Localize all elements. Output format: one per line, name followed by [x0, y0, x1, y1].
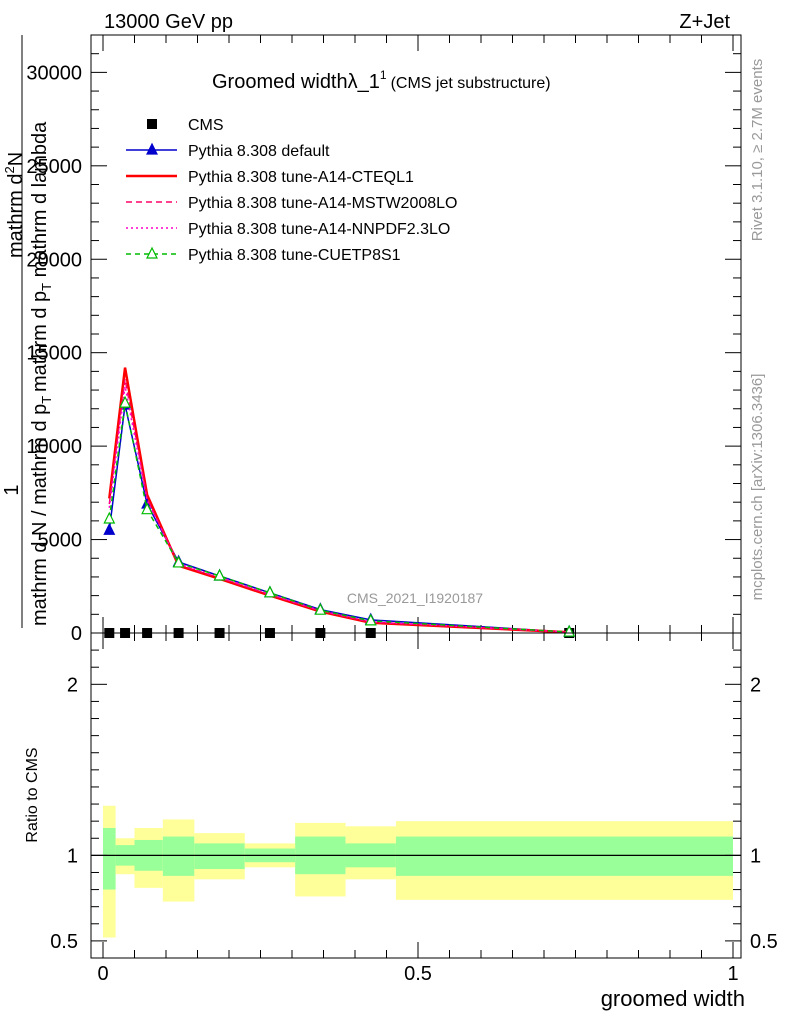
main-panel: 0 5000 10000 15000 20000 25000 30000 Groomed w… — [1, 34, 742, 645]
series-line-a14_mstw — [108, 378, 570, 634]
ratio-band-inner — [395, 836, 733, 876]
series-default — [103, 397, 576, 637]
title-lambda: λ_1 — [348, 71, 380, 93]
legend-item-cms: CMS — [147, 117, 224, 134]
x-axis-label: groomed width — [601, 986, 745, 1011]
ratio-y-tick-label-right: 1 — [750, 845, 761, 867]
header-right: Z+Jet — [679, 11, 730, 33]
ylabel-bottom: mathrm d N / mathrm d pT — [29, 396, 54, 626]
title-main: Groomed width — [212, 71, 348, 93]
legend: CMS Pythia 8.308 default Pythia 8.308 tune… — [126, 117, 457, 264]
ylabel-top: mathrm d2N — [2, 152, 27, 258]
legend-label: Pythia 8.308 default — [188, 143, 330, 160]
ylabel-bottom-text: mathrm d N / mathrm d p — [29, 404, 51, 626]
ratio-y-label: Ratio to CMS — [24, 747, 41, 842]
legend-label: Pythia 8.308 tune-A14-MSTW2008LO — [188, 195, 457, 212]
ratio-tick-labels: 0.5 0.5 1 1 2 2 0 0.5 1 — [50, 674, 778, 985]
series-a14_mstw — [108, 378, 570, 634]
main-y-tick-label: 25000 — [26, 156, 82, 178]
legend-marker — [146, 142, 158, 155]
mcplots-label: mcplots.cern.ch [arXiv:1306.3436] — [749, 374, 766, 601]
ratio-y-tick-label-right: 0.5 — [750, 931, 778, 953]
series-marker-cuetp8s1 — [364, 613, 377, 626]
ratio-y-tick-label: 2 — [67, 674, 78, 696]
rivet-label: Rivet 3.1.10, ≥ 2.7M events — [749, 59, 766, 242]
series-marker-cuetp8s1 — [141, 502, 154, 515]
ratio-y-tick-label: 0.5 — [50, 931, 78, 953]
main-y-tick-label: 5000 — [38, 530, 83, 552]
series-a14_nnpdf — [108, 386, 570, 633]
ylabel-top-b: N — [5, 152, 27, 166]
ratio-frame — [90, 632, 742, 959]
ylabel-top-sup: 2 — [2, 166, 17, 173]
series-cuetp8s1 — [103, 395, 576, 637]
series-line-a14_nnpdf — [108, 386, 570, 633]
main-series — [103, 367, 576, 638]
legend-item-a14_nnpdf: Pythia 8.308 tune-A14-NNPDF2.3LO — [126, 221, 450, 238]
x-tick-label: 0 — [97, 963, 108, 985]
main-y-tick-label: 10000 — [26, 436, 82, 458]
header-left: 13000 GeV pp — [104, 11, 233, 33]
main-y-tick-label: 30000 — [26, 62, 82, 84]
series-line-a14_cteql1 — [108, 367, 570, 634]
main-y-tick-labels: 0 5000 10000 15000 20000 25000 30000 — [26, 62, 82, 645]
chart-title: Groomed widthλ_11 (CMS jet substructure) — [212, 68, 551, 93]
main-y-label: 1 mathrm d N / mathrm d pT mathrm d2N ma… — [1, 35, 54, 628]
ylabel-mid: mathrm d pT mathrm d lambda — [29, 121, 54, 392]
series-marker-cuetp8s1 — [213, 568, 226, 581]
series-line-cuetp8s1 — [108, 402, 570, 633]
ratio-band-inner — [194, 843, 245, 870]
ratio-band-inner — [162, 836, 195, 876]
series-marker-cuetp8s1 — [172, 555, 185, 568]
ratio-y-tick-label: 1 — [67, 845, 78, 867]
legend-item-cuetp8s1: Pythia 8.308 tune-CUETP8S1 — [126, 246, 401, 264]
ylabel-mid-b: mathrm d lambda — [29, 121, 51, 283]
legend-label: Pythia 8.308 tune-CUETP8S1 — [188, 247, 401, 264]
main-y-tick-label: 15000 — [26, 343, 82, 365]
legend-item-a14_mstw: Pythia 8.308 tune-A14-MSTW2008LO — [126, 195, 457, 212]
ratio-ticks — [91, 633, 741, 958]
ylabel-mid-a: mathrm d p — [29, 291, 51, 392]
main-ticks — [91, 35, 741, 634]
legend-item-a14_cteql1: Pythia 8.308 tune-A14-CTEQL1 — [126, 169, 414, 186]
legend-item-default: Pythia 8.308 default — [126, 142, 330, 160]
ylabel-bottom-sub: T — [39, 396, 54, 404]
series-marker-cuetp8s1 — [103, 511, 116, 524]
main-y-tick-label: 20000 — [26, 249, 82, 271]
ylabel-mid-sub: T — [39, 283, 54, 291]
legend-label: Pythia 8.308 tune-A14-CTEQL1 — [188, 169, 414, 186]
ratio-y-tick-label-right: 2 — [750, 674, 761, 696]
ratio-bands — [91, 805, 741, 938]
series-marker-cuetp8s1 — [263, 585, 276, 598]
main-y-tick-label: 0 — [71, 623, 82, 645]
x-tick-label: 0.5 — [404, 963, 432, 985]
legend-label: Pythia 8.308 tune-A14-NNPDF2.3LO — [188, 221, 450, 238]
series-marker-cuetp8s1 — [119, 395, 132, 408]
legend-label: CMS — [188, 117, 224, 134]
title-suffix: (CMS jet substructure) — [391, 75, 551, 92]
watermark: CMS_2021_I1920187 — [347, 590, 483, 606]
ratio-panel: 0.5 0.5 1 1 2 2 0 0.5 1 Ratio to CMS groomed wid… — [24, 632, 778, 1011]
series-marker-default — [103, 522, 116, 535]
ylabel-one: 1 — [1, 484, 23, 495]
title-sup: 1 — [380, 68, 387, 82]
series-a14_cteql1 — [108, 367, 570, 634]
x-tick-label: 1 — [727, 963, 738, 985]
series-marker-cuetp8s1 — [563, 624, 576, 637]
legend-marker — [147, 119, 157, 129]
ratio-band-inner — [103, 828, 116, 890]
ylabel-top-a: mathrm d — [5, 174, 27, 258]
legend-marker — [146, 246, 158, 259]
series-line-default — [108, 404, 570, 633]
series-marker-cuetp8s1 — [314, 602, 327, 615]
